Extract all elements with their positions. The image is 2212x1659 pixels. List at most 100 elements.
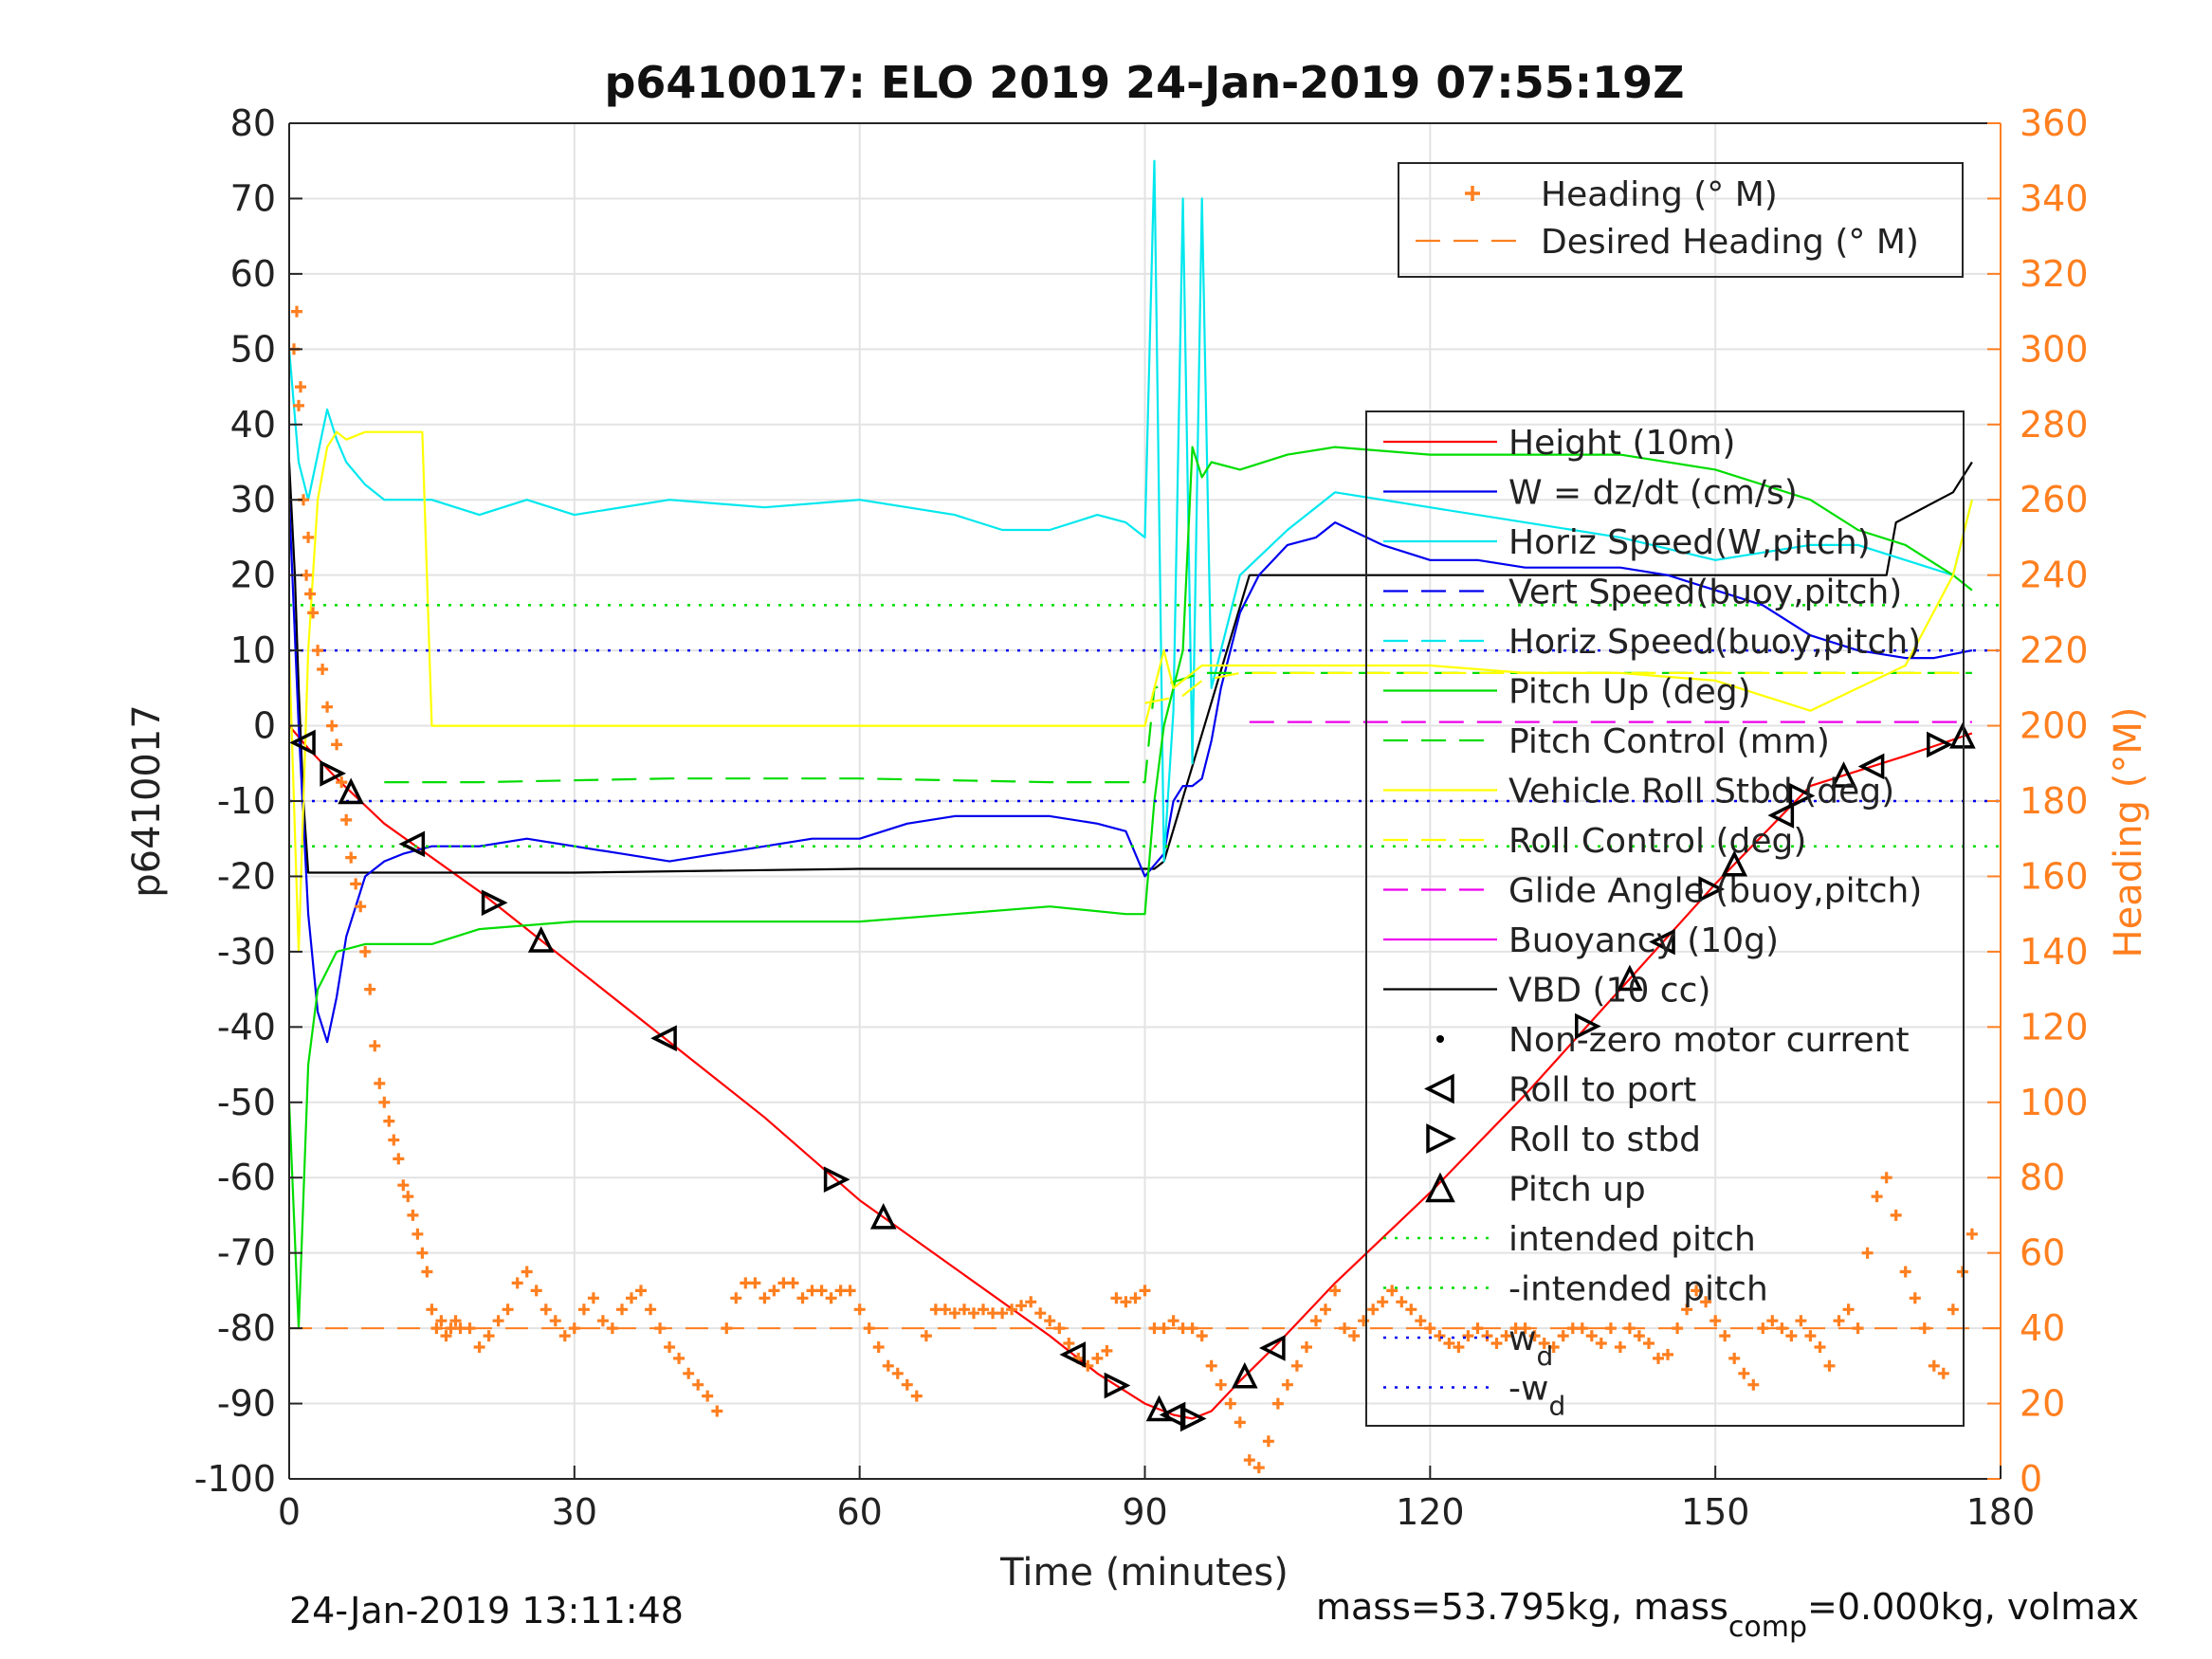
heading-point — [1434, 1330, 1446, 1342]
footer-mass-sub: comp — [1728, 1611, 1807, 1644]
heading-point — [1006, 1304, 1018, 1316]
pitch-up-marker — [869, 1203, 897, 1230]
heading-point — [1804, 1330, 1817, 1342]
heading-point — [1424, 1322, 1436, 1335]
heading-point — [825, 1292, 837, 1304]
y2-tick-label: 240 — [2020, 555, 2089, 596]
heading-point — [616, 1304, 628, 1316]
heading-point — [1547, 1341, 1560, 1353]
heading-point — [1795, 1315, 1807, 1327]
heading-point — [1290, 1359, 1303, 1372]
series-pitch-up-deg — [289, 446, 1973, 1330]
heading-point — [891, 1367, 904, 1379]
heading-point — [1271, 1397, 1284, 1410]
y-tick-label: 50 — [230, 328, 276, 370]
roll-stbd-marker — [1698, 876, 1726, 902]
heading-point — [1965, 1228, 1978, 1240]
heading-point — [645, 1304, 657, 1316]
y-tick-label: 70 — [230, 177, 276, 219]
roll-port-marker — [1059, 1341, 1087, 1368]
y-tick-label: -60 — [217, 1157, 276, 1198]
heading-point — [1025, 1296, 1037, 1308]
heading-legend: Heading (° M) Desired Heading (° M) — [1398, 162, 1964, 278]
heading-point — [626, 1292, 637, 1304]
heading-point — [473, 1341, 485, 1353]
legend-label: Buoyancy (10g) — [1508, 921, 1779, 960]
heading-point — [806, 1285, 818, 1297]
footer-mass-prefix: mass=53.795kg, mass — [1316, 1586, 1728, 1628]
heading-point — [307, 607, 320, 619]
heading-point — [464, 1322, 476, 1335]
heading-point — [654, 1322, 667, 1335]
heading-point — [340, 813, 353, 826]
heading-point — [521, 1266, 533, 1278]
heading-point — [291, 305, 302, 318]
y-axis-label: p6410017 — [125, 704, 169, 898]
heading-point — [1243, 1454, 1255, 1467]
y2-tick-label: 120 — [2020, 1006, 2089, 1048]
heading-point — [1148, 1322, 1161, 1335]
heading-point — [1928, 1359, 1940, 1372]
heading-point — [1861, 1247, 1874, 1259]
x-tick-label: 150 — [1681, 1491, 1750, 1533]
heading-point — [416, 1247, 429, 1259]
legend-label: Vehicle Roll Stbd (deg) — [1508, 773, 1894, 811]
y-tick-label: 40 — [230, 404, 276, 446]
heading-point — [1281, 1378, 1293, 1391]
pitch-up-marker — [527, 926, 555, 953]
y2-tick-label: 160 — [2020, 855, 2089, 897]
series-layer — [289, 159, 2001, 1474]
heading-point — [577, 1304, 590, 1316]
heading-point — [948, 1307, 960, 1320]
heading-point — [959, 1304, 970, 1316]
y2-tick-label: 60 — [2020, 1232, 2065, 1274]
heading-point — [1205, 1359, 1217, 1372]
heading-point — [1823, 1359, 1836, 1372]
heading-point — [1234, 1416, 1246, 1429]
heading-point — [606, 1322, 618, 1335]
heading-point — [1643, 1338, 1654, 1349]
heading-point — [1614, 1341, 1626, 1353]
heading-point — [635, 1285, 647, 1297]
legend-label: Heading (° M) — [1541, 175, 1778, 214]
pitch-up-marker — [338, 777, 365, 805]
legend-label: -wd — [1508, 1370, 1565, 1422]
footer-mass: mass=53.795kg, masscomp=0.000kg, volmax — [1316, 1586, 2139, 1644]
y2-tick-label: 100 — [2020, 1082, 2089, 1123]
heading-point — [1396, 1296, 1408, 1308]
heading-point — [787, 1277, 799, 1289]
legend-label: Horiz Speed(W,pitch) — [1508, 523, 1871, 562]
y-tick-label: -30 — [217, 931, 276, 973]
heading-point — [882, 1359, 894, 1372]
heading-point — [1224, 1397, 1236, 1410]
heading-point — [295, 381, 306, 393]
pitch-up-marker — [1949, 721, 1976, 749]
heading-point — [1947, 1304, 1959, 1316]
y2-axis-label: Heading (°M) — [2107, 707, 2150, 958]
heading-point — [1415, 1315, 1427, 1327]
legend-label: Roll Control (deg) — [1508, 822, 1806, 861]
heading-point — [872, 1341, 885, 1353]
heading-point — [411, 1228, 424, 1240]
heading-point — [397, 1179, 410, 1192]
heading-point — [939, 1304, 951, 1316]
y-tick-label: 20 — [230, 555, 276, 596]
heading-point — [1348, 1330, 1361, 1342]
y-tick-label: -10 — [217, 780, 276, 822]
y2-tick-label: 20 — [2020, 1383, 2065, 1425]
heading-point — [1691, 1285, 1703, 1297]
heading-point — [1129, 1292, 1142, 1304]
heading-point — [692, 1378, 704, 1391]
y2-tick-label: 280 — [2020, 404, 2089, 446]
heading-point — [558, 1330, 571, 1342]
heading-point — [796, 1292, 809, 1304]
y2-tick-label: 180 — [2020, 780, 2089, 822]
legend-swatch — [1424, 1073, 1454, 1104]
heading-point — [1852, 1322, 1864, 1335]
legend-label: VBD (10 cc) — [1508, 972, 1710, 1011]
heading-point — [435, 1315, 448, 1327]
heading-point — [1301, 1341, 1312, 1353]
heading-point — [326, 720, 338, 732]
heading-point — [383, 1115, 395, 1127]
